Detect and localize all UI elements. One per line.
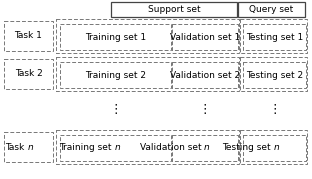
Text: n: n [204, 144, 210, 153]
Bar [56, 19, 239, 53]
Bar [243, 62, 306, 88]
Text: Query set: Query set [249, 5, 294, 14]
Bar [4, 132, 53, 162]
Text: n: n [115, 144, 120, 153]
Bar [60, 135, 171, 161]
Bar [4, 59, 53, 89]
Bar [240, 130, 307, 164]
Text: Training set 1: Training set 1 [85, 33, 146, 42]
Bar [111, 2, 237, 17]
Text: ⋮: ⋮ [109, 103, 122, 117]
Bar [60, 24, 171, 50]
Text: Training set: Training set [59, 144, 115, 153]
Text: Validation set: Validation set [139, 144, 204, 153]
Bar [240, 57, 307, 91]
Text: Validation set 1: Validation set 1 [170, 33, 240, 42]
Text: Task: Task [5, 142, 27, 151]
Bar [243, 24, 306, 50]
Bar [172, 62, 238, 88]
Text: Task 2: Task 2 [15, 69, 42, 79]
Text: n: n [27, 142, 33, 151]
Bar [56, 57, 239, 91]
Text: ⋮: ⋮ [268, 103, 281, 117]
Bar [172, 24, 238, 50]
Bar [4, 21, 53, 51]
Text: Testing set: Testing set [222, 144, 274, 153]
Text: Testing set 1: Testing set 1 [246, 33, 303, 42]
Bar [172, 135, 238, 161]
Text: Support set: Support set [148, 5, 200, 14]
Text: Task 1: Task 1 [15, 32, 42, 40]
Text: ⋮: ⋮ [199, 103, 211, 117]
Bar [243, 135, 306, 161]
Text: Training set 2: Training set 2 [85, 71, 146, 79]
Text: Testing set 2: Testing set 2 [246, 71, 303, 79]
Text: n: n [274, 144, 279, 153]
Bar [238, 2, 305, 17]
Bar [240, 19, 307, 53]
Bar [56, 130, 239, 164]
Text: Validation set 2: Validation set 2 [170, 71, 240, 79]
Bar [60, 62, 171, 88]
